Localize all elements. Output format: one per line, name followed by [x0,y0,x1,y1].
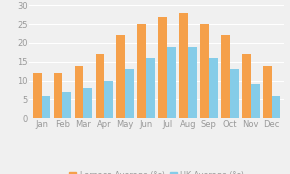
Bar [230,69,239,118]
Bar [221,35,230,118]
Bar [200,24,209,118]
Bar [95,54,104,118]
Legend: Larnaca Average (°c), UK Average (°c): Larnaca Average (°c), UK Average (°c) [69,171,244,174]
Bar [179,13,188,118]
Bar [117,35,125,118]
Bar [158,17,167,118]
Bar [188,47,197,118]
Bar [272,96,280,118]
Bar [209,58,218,118]
Bar [146,58,155,118]
Bar [33,73,41,118]
Bar [263,66,272,118]
Bar [75,66,84,118]
Bar [104,81,113,118]
Bar [84,88,92,118]
Bar [242,54,251,118]
Bar [41,96,50,118]
Bar [62,92,71,118]
Bar [137,24,146,118]
Bar [167,47,176,118]
Bar [125,69,134,118]
Bar [251,84,260,118]
Bar [54,73,62,118]
